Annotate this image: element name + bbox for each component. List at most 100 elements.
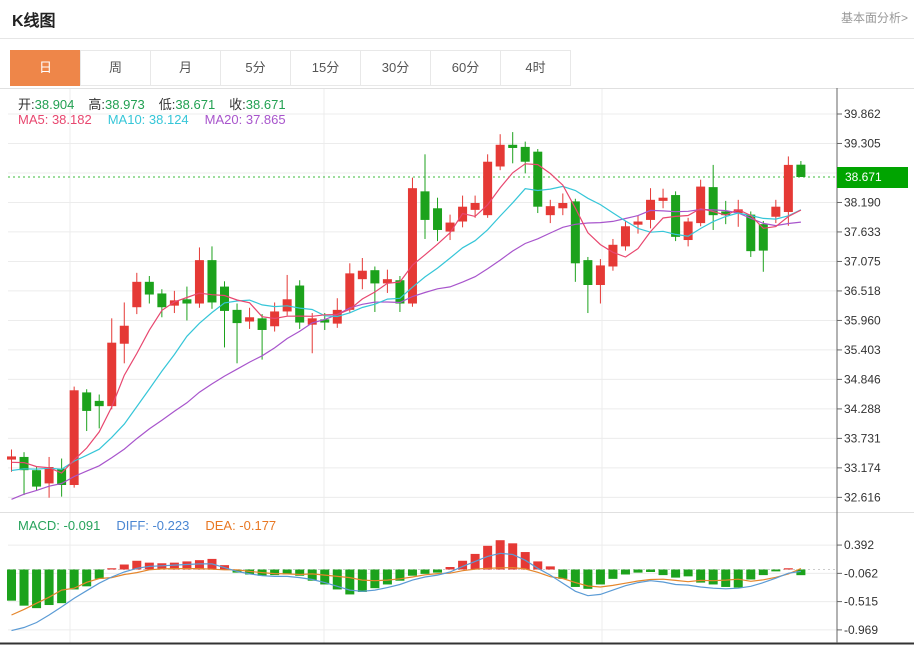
fundamental-analysis-link[interactable]: 基本面分析> [840, 11, 908, 25]
macd-bar [433, 569, 443, 573]
macd-bar [407, 569, 417, 576]
macd-bar [19, 569, 29, 606]
macd-bar [345, 569, 355, 595]
macd-bar [395, 569, 405, 581]
tab-weekly[interactable]: 周 [80, 50, 151, 86]
macd-bar [295, 569, 305, 576]
page-title: K线图 [12, 13, 56, 30]
candle-body [345, 273, 355, 310]
ohlc-legend-item-3: 收:38.671 [229, 97, 286, 112]
candle-body [32, 470, 42, 487]
macd-bar [646, 569, 656, 572]
candle-body [119, 325, 129, 344]
macd-bar [7, 569, 16, 601]
macd-bar [382, 569, 392, 585]
axis-label: 33.731 [844, 431, 881, 445]
dea-line [11, 566, 802, 616]
macd-bar [57, 569, 67, 604]
candle-body [207, 260, 217, 303]
macd-bar [119, 564, 129, 570]
macd-legend-item-2: DEA: -0.177 [205, 518, 277, 533]
candle-body [257, 318, 267, 330]
macd-bar [69, 569, 79, 590]
candle-body [633, 221, 643, 225]
candle-body [144, 281, 154, 295]
macd-bar [132, 560, 142, 570]
tab-4hour[interactable]: 4时 [500, 50, 571, 86]
candle-body [420, 191, 430, 220]
header-divider [0, 38, 914, 39]
axis-label: 35.960 [844, 313, 881, 327]
candle-body [245, 317, 255, 322]
macd-bar [169, 562, 179, 570]
candle-body [483, 161, 493, 216]
current-price-badge: 38.671 [837, 166, 908, 188]
macd-bar [595, 569, 605, 585]
candle-body [157, 293, 167, 308]
axis-label: 33.174 [844, 461, 881, 475]
axis-label: 34.288 [844, 402, 881, 416]
candle-body [169, 300, 179, 306]
ohlc-legend-item-0: 开:38.904 [18, 97, 75, 112]
candle-body [370, 270, 380, 284]
tab-60min[interactable]: 60分 [430, 50, 501, 86]
candle-body [746, 214, 756, 252]
candle-body [558, 202, 568, 209]
macd-bar [758, 569, 768, 576]
tab-monthly[interactable]: 月 [150, 50, 221, 86]
candle-body [658, 197, 668, 201]
axis-label: -0.515 [844, 595, 878, 609]
macd-bar [445, 567, 455, 570]
ohlc-legend-item-1: 高:38.973 [88, 97, 145, 112]
candle-body [620, 226, 630, 247]
macd-bar [746, 569, 756, 580]
candle-body [545, 206, 555, 216]
macd-bar [82, 569, 92, 587]
candle-body [220, 286, 230, 311]
macd-bar [633, 569, 643, 573]
axis-label: 34.846 [844, 372, 881, 386]
candle-body [796, 164, 806, 178]
candle-body [7, 456, 16, 460]
macd-bar [696, 569, 706, 583]
candle-body [696, 186, 706, 224]
tab-daily[interactable]: 日 [10, 50, 81, 86]
macd-bar [483, 545, 493, 570]
ma10-line [11, 185, 802, 472]
candle-body [44, 467, 54, 484]
macd-bar [458, 560, 468, 570]
macd-bar [94, 569, 104, 579]
tab-15min[interactable]: 15分 [290, 50, 361, 86]
candle-body [320, 319, 330, 323]
ma20-line [11, 208, 801, 500]
axis-label: 37.633 [844, 225, 881, 239]
tab-5min[interactable]: 5分 [220, 50, 291, 86]
macd-legend: MACD: -0.091 DIFF: -0.223 DEA: -0.177 [18, 518, 292, 533]
macd-bar [545, 566, 555, 570]
candle-body [357, 270, 367, 280]
candle-body [57, 468, 67, 485]
macd-bar [370, 569, 380, 589]
candle-body [508, 144, 518, 148]
ma-legend: MA5: 38.182 MA10: 38.124 MA20: 37.865 [18, 112, 302, 127]
candle-body [182, 299, 192, 304]
candle-body [407, 188, 417, 304]
macd-bar [771, 569, 781, 572]
axis-label: 37.075 [844, 254, 881, 268]
macd-bar [44, 569, 54, 606]
macd-bar [733, 569, 743, 588]
macd-bar [107, 568, 117, 570]
candle-body [733, 209, 743, 214]
tab-30min[interactable]: 30分 [360, 50, 431, 86]
candle-body [132, 281, 142, 308]
candle-body [533, 151, 543, 207]
candle-body [382, 279, 392, 284]
macd-bar [783, 568, 793, 570]
candle-body [608, 244, 618, 267]
macd-bar [182, 561, 192, 570]
macd-bar [282, 569, 292, 575]
axis-label: -0.969 [844, 623, 878, 637]
macd-bar [320, 569, 330, 585]
tab-bar: 日周月 5分 15分 30分 60分 4时 [10, 50, 571, 86]
